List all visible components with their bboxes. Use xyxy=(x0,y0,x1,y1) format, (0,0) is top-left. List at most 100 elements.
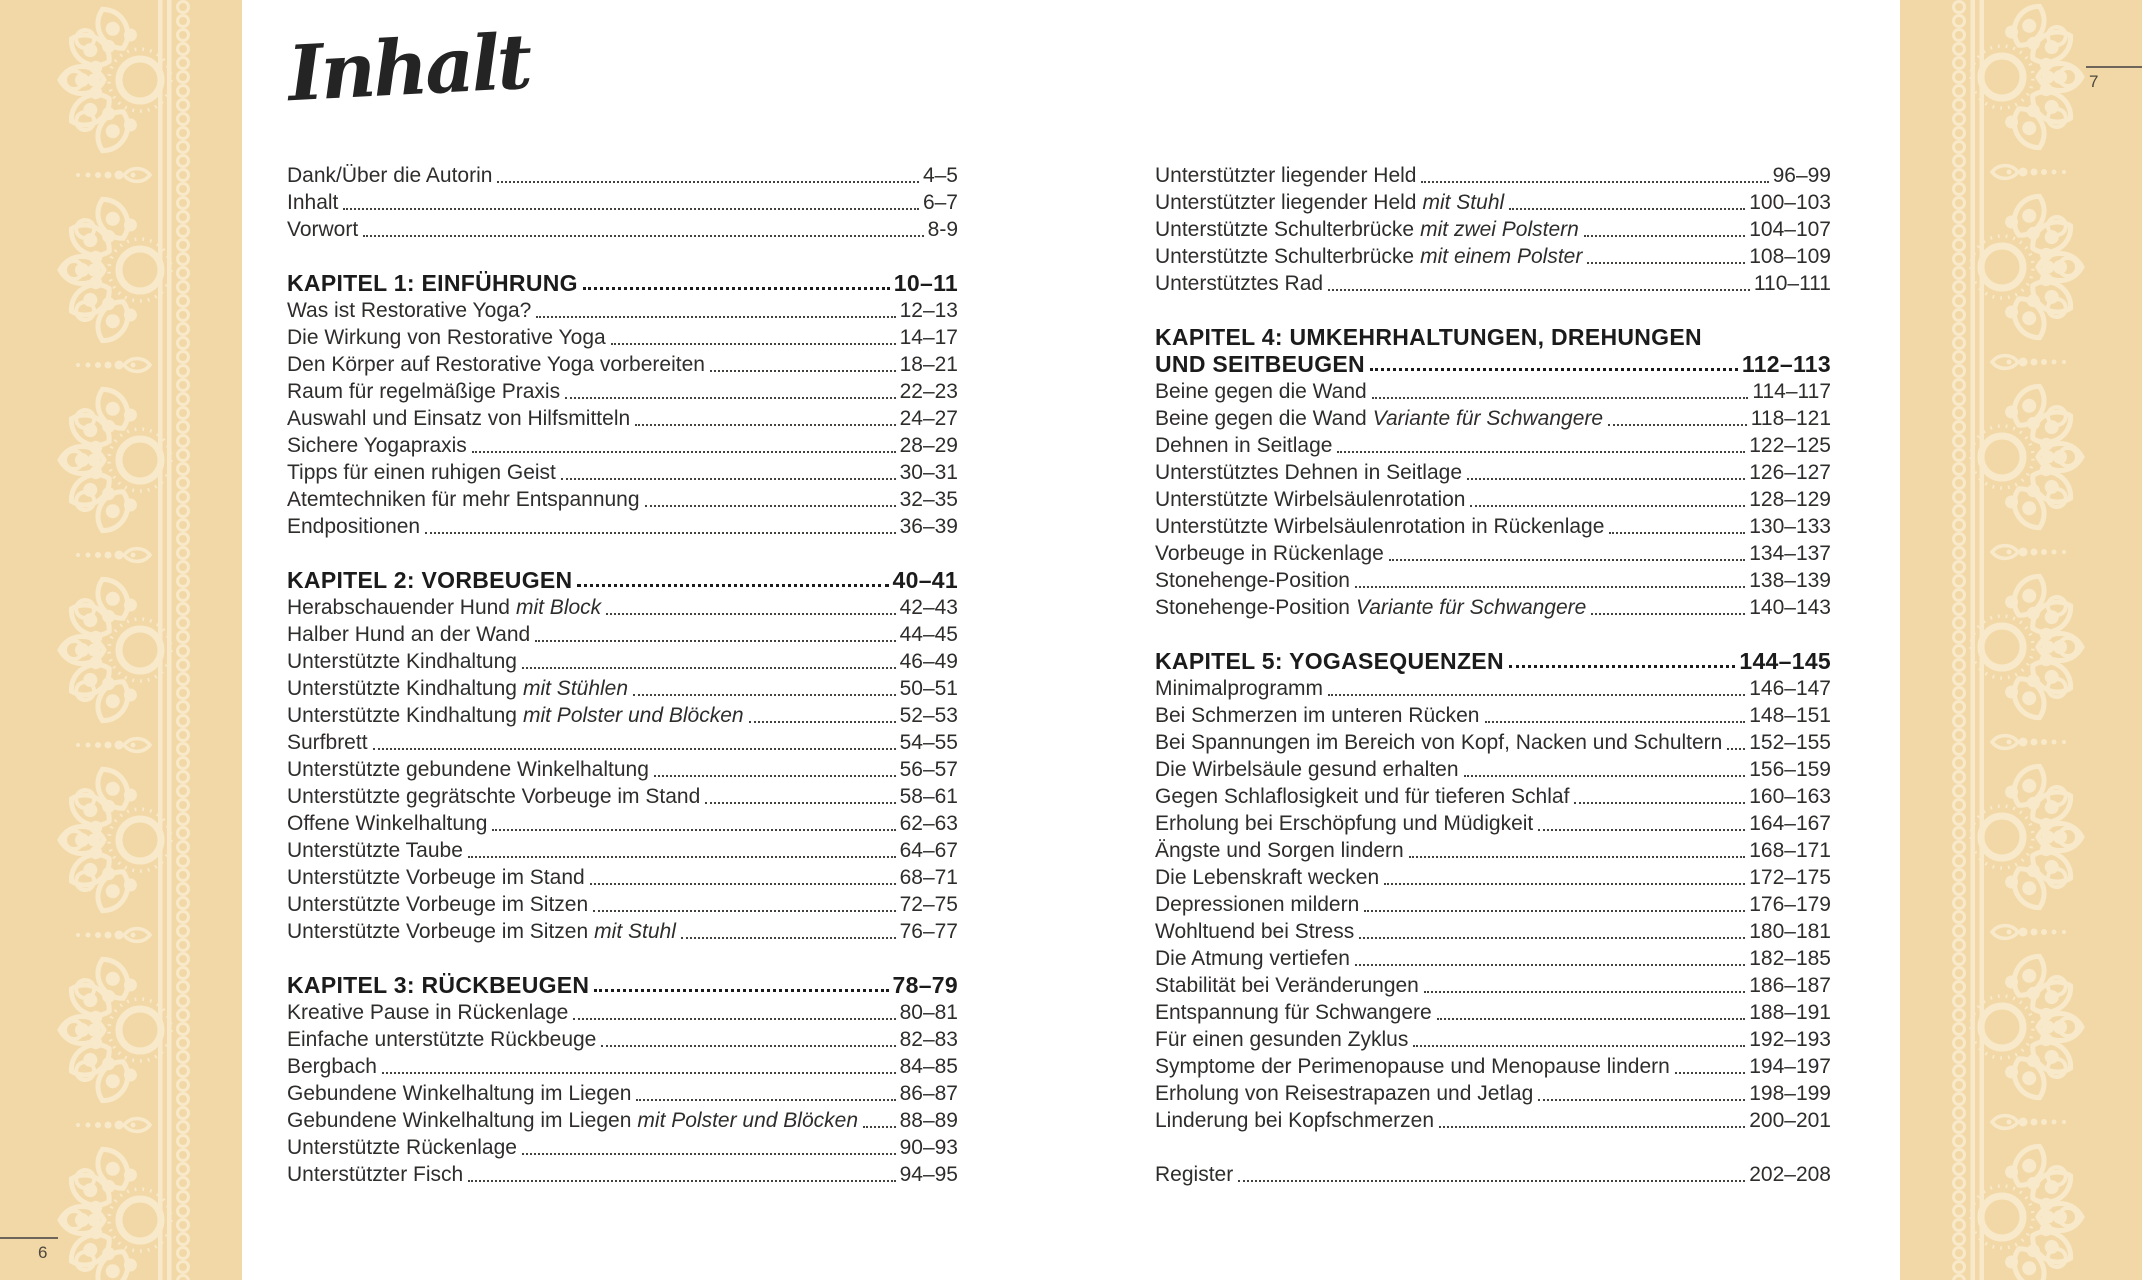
dot-leader xyxy=(556,459,900,486)
toc-entry: Unterstützte Vorbeuge im Sitzen 72–75 xyxy=(287,891,958,918)
toc-entry-label: Halber Hund an der Wand xyxy=(287,623,531,646)
toc-entry: Unterstützte Wirbelsäulenrotation 128–129 xyxy=(1155,486,1831,513)
toc-entry: Endpositionen 36–39 xyxy=(287,513,958,540)
toc-entry-label: Stonehenge-Position xyxy=(1155,569,1350,592)
toc-entry-pages: 24–27 xyxy=(899,407,958,430)
toc-chapter-heading: KAPITEL 5: YOGASEQUENZEN 144–145 xyxy=(1155,648,1831,675)
dot-leader xyxy=(588,891,899,918)
dot-leader xyxy=(463,1161,899,1188)
toc-entry: Unterstützte Kindhaltung 46–49 xyxy=(287,648,958,675)
dot-leader xyxy=(368,729,900,756)
toc-entry-label: Was ist Restorative Yoga? xyxy=(287,299,532,322)
dot-leader xyxy=(530,621,899,648)
toc-entry-label: Die Wirkung von Restorative Yoga xyxy=(287,326,606,349)
chapter-title: KAPITEL 4: UMKEHRHALTUNGEN, DREHUNGEN xyxy=(1155,324,1702,350)
toc-entry: Unterstütztes Rad 110–111 xyxy=(1155,270,1831,297)
toc-entry-pages: 172–175 xyxy=(1749,866,1831,889)
toc-entry: Minimalprogramm 146–147 xyxy=(1155,675,1831,702)
toc-entry-pages: 68–71 xyxy=(899,866,958,889)
toc-entry: Unterstützte Vorbeuge im Sitzen mit Stuhl… xyxy=(287,918,958,945)
toc-entry-label: Unterstützte Wirbelsäulenrotation in Rüc… xyxy=(1155,515,1605,538)
toc-chapter-heading: KAPITEL 4: UMKEHRHALTUNGEN, DREHUNGEN xyxy=(1155,324,1831,351)
dot-leader xyxy=(1416,162,1772,189)
dot-leader xyxy=(1465,486,1749,513)
toc-entry-label: Gebundene Winkelhaltung im Liegen xyxy=(287,1109,632,1132)
toc-entry-pages: 80–81 xyxy=(899,1001,958,1024)
toc-entry-pages: 138–139 xyxy=(1749,569,1831,592)
dot-leader xyxy=(1582,243,1749,270)
chapter-title: KAPITEL 1: EINFÜHRUNG xyxy=(287,270,578,296)
toc-entry-label: Inhalt xyxy=(287,191,339,214)
toc-entry-label: Unterstützter liegender Held xyxy=(1155,191,1417,214)
toc-entry: Offene Winkelhaltung 62–63 xyxy=(287,810,958,837)
toc-entry-pages: 56–57 xyxy=(899,758,958,781)
dot-leader xyxy=(358,216,927,243)
toc-entry: Raum für regelmäßige Praxis 22–23 xyxy=(287,378,958,405)
toc-entry: Vorwort 8-9 xyxy=(287,216,958,243)
toc-entry-pages: 186–187 xyxy=(1749,974,1831,997)
toc-entry: Inhalt 6–7 xyxy=(287,189,958,216)
toc-column-left: Dank/Über die Autorin 4–5 Inhalt 6–7 Vorwort… xyxy=(287,162,958,1188)
toc-entry: Beine gegen die Wand 114–117 xyxy=(1155,378,1831,405)
toc-entry: Erholung von Reisestrapazen und Jetlag 19… xyxy=(1155,1080,1831,1107)
toc-entry: Entspannung für Schwangere 188–191 xyxy=(1155,999,1831,1026)
toc-entry: Beine gegen die Wand Variante für Schwang… xyxy=(1155,405,1831,432)
toc-entry-label: Beine gegen die Wand xyxy=(1155,380,1367,403)
toc-entry-label: Unterstützte Kindhaltung xyxy=(287,650,517,673)
toc-entry-label: Unterstützte Schulterbrücke xyxy=(1155,245,1415,268)
toc-entry-pages: 8-9 xyxy=(927,218,958,241)
toc-entry-variant: mit Stühlen xyxy=(522,677,629,700)
toc-entry: Unterstützte Schulterbrücke mit einem Pol… xyxy=(1155,243,1831,270)
chapter-pages: 78–79 xyxy=(892,972,958,998)
dot-leader xyxy=(1462,459,1749,486)
toc-entry: Die Atmung vertiefen 182–185 xyxy=(1155,945,1831,972)
toc-chapter-heading: UND SEITBEUGEN 112–113 xyxy=(1155,351,1831,378)
dot-leader xyxy=(1604,513,1749,540)
toc-entry-label: Unterstützte Rückenlage xyxy=(287,1136,517,1159)
toc-entry-label: Gegen Schlaflosigkeit und für tieferen S… xyxy=(1155,785,1570,808)
toc-section-gap xyxy=(1155,297,1831,324)
folio-rule-right xyxy=(2086,66,2142,68)
toc-entry-label: Minimalprogramm xyxy=(1155,677,1324,700)
toc-entry-variant: mit Stuhl xyxy=(594,920,676,943)
toc-entry-pages: 32–35 xyxy=(899,488,958,511)
toc-entry: Dehnen in Seitlage 122–125 xyxy=(1155,432,1831,459)
toc-entry-pages: 54–55 xyxy=(899,731,958,754)
toc-entry-label: Unterstützte Kindhaltung xyxy=(287,704,517,727)
dot-leader xyxy=(1533,1080,1749,1107)
toc-entry: Ängste und Sorgen lindern 168–171 xyxy=(1155,837,1831,864)
dot-leader xyxy=(1603,405,1751,432)
toc-entry-label: Unterstütztes Rad xyxy=(1155,272,1324,295)
toc-entry-pages: 94–95 xyxy=(899,1163,958,1186)
dot-leader xyxy=(1367,378,1753,405)
dot-leader xyxy=(649,756,900,783)
toc-entry-pages: 52–53 xyxy=(899,704,958,727)
dot-leader xyxy=(1384,540,1749,567)
toc-entry-label: Einfache unterstützte Rückbeuge xyxy=(287,1028,597,1051)
toc-entry-pages: 156–159 xyxy=(1749,758,1831,781)
toc-entry: Symptome der Perimenopause und Menopause… xyxy=(1155,1053,1831,1080)
dot-leader xyxy=(744,702,900,729)
dot-leader xyxy=(589,972,892,999)
toc-entry-pages: 200–201 xyxy=(1749,1109,1831,1132)
dot-leader xyxy=(517,1134,900,1161)
toc-entry-label: Unterstützte Schulterbrücke xyxy=(1155,218,1415,241)
toc-entry: Depressionen mildern 176–179 xyxy=(1155,891,1831,918)
toc-entry-label: Dehnen in Seitlage xyxy=(1155,434,1333,457)
toc-entry-label: Für einen gesunden Zyklus xyxy=(1155,1028,1409,1051)
toc-entry-pages: 104–107 xyxy=(1749,218,1831,241)
dot-leader xyxy=(1504,189,1749,216)
toc-entry: Bei Schmerzen im unteren Rücken 148–151 xyxy=(1155,702,1831,729)
page-title: Inhalt xyxy=(285,16,532,119)
dot-leader xyxy=(1354,918,1749,945)
toc-entry-label: Symptome der Perimenopause und Menopause… xyxy=(1155,1055,1670,1078)
dot-leader xyxy=(640,486,900,513)
toc-entry-label: Tipps für einen ruhigen Geist xyxy=(287,461,556,484)
toc-section-gap xyxy=(1155,621,1831,648)
dot-leader xyxy=(492,162,923,189)
toc-entry-pages: 148–151 xyxy=(1749,704,1831,727)
dot-leader xyxy=(858,1107,900,1134)
toc-entry-pages: 86–87 xyxy=(899,1082,958,1105)
toc-entry-label: Depressionen mildern xyxy=(1155,893,1360,916)
dot-leader xyxy=(1569,783,1749,810)
